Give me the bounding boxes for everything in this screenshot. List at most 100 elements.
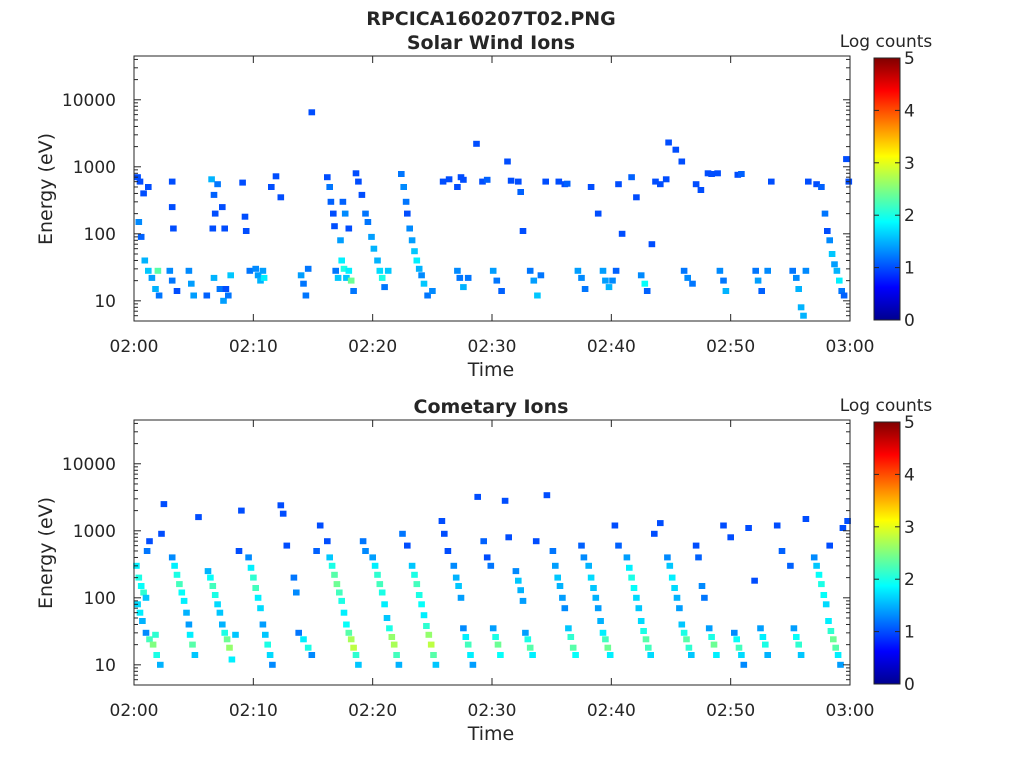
spectrogram-cell xyxy=(498,288,505,294)
spectrogram-cell xyxy=(831,261,838,268)
spectrogram-cell xyxy=(221,629,228,636)
spectrogram-cell xyxy=(532,538,540,545)
spectrogram-cell xyxy=(135,219,143,225)
spectrogram-cell xyxy=(146,636,153,643)
spectrogram-cell xyxy=(337,237,344,244)
spectrogram-cell xyxy=(643,288,651,294)
spectrogram-cell xyxy=(517,189,524,195)
spectrogram-cell xyxy=(358,191,366,198)
spectrogram-cell xyxy=(399,530,406,537)
spectrogram-cell xyxy=(587,574,595,581)
spectrogram-cell xyxy=(331,223,338,230)
spectrogram-cell xyxy=(390,641,398,648)
spectrogram-cell xyxy=(283,542,291,549)
colorbar-tick-label: 0 xyxy=(904,311,915,331)
spectrogram-cell xyxy=(339,198,347,205)
spectrogram-cell xyxy=(692,181,700,188)
spectrogram-cell xyxy=(268,184,275,190)
spectrogram-cell xyxy=(362,548,369,554)
spectrogram-cell xyxy=(515,577,522,584)
spectrogram-cell xyxy=(411,248,418,255)
spectrogram-cell xyxy=(250,574,257,581)
spectrogram-cell xyxy=(549,548,557,554)
spectrogram-cell xyxy=(238,507,245,514)
spectrogram-cell xyxy=(790,625,798,632)
spectrogram-cell xyxy=(304,644,312,651)
spectrogram-cell xyxy=(208,176,215,183)
spectrogram-cell xyxy=(386,625,393,632)
spectrogram-cell xyxy=(345,629,353,636)
spectrogram-cell xyxy=(148,274,156,281)
spectrogram-cell xyxy=(754,277,762,284)
spectrogram-cell xyxy=(204,568,212,575)
spectrogram-cell xyxy=(207,574,214,581)
spectrogram-cell xyxy=(347,277,355,284)
spectrogram-cell xyxy=(277,194,285,201)
spectrogram-cell xyxy=(722,288,730,294)
spectrogram-cell xyxy=(415,592,423,598)
spectrogram-cell xyxy=(455,583,462,589)
spectrogram-cell xyxy=(555,178,563,185)
spectrogram-cell xyxy=(242,228,250,234)
figure-title: RPCICA160207T02.PNG xyxy=(366,8,616,30)
spectrogram-cell xyxy=(626,564,633,571)
spectrogram-cell xyxy=(685,644,693,651)
spectrogram-cell xyxy=(142,594,150,601)
spectrogram-cell xyxy=(645,644,652,651)
spectrogram-cell xyxy=(166,267,174,274)
spectrogram-cell xyxy=(635,605,643,612)
spectrogram-cell xyxy=(569,644,577,651)
spectrogram-cell xyxy=(450,562,458,569)
spectrogram-cell xyxy=(810,554,818,561)
spectrogram-cell xyxy=(220,297,227,304)
colorbar-tick-label: 5 xyxy=(904,413,915,433)
spectrogram-cell xyxy=(324,538,331,545)
colorbar: Log counts 0 1 2 3 4 5 xyxy=(840,396,933,695)
spectrogram-cell xyxy=(673,594,681,601)
spectrogram-cell xyxy=(359,538,367,545)
y-tick-label: 10000 xyxy=(62,455,116,475)
solar-wind-title: Solar Wind Ions xyxy=(407,32,575,54)
y-tick-label: 100 xyxy=(84,225,116,245)
spectrogram-cell xyxy=(137,583,145,589)
spectrogram-cell xyxy=(210,274,218,281)
spectrogram-cell xyxy=(259,267,267,274)
spectrogram-cell xyxy=(642,636,650,643)
spectrogram-cell xyxy=(160,501,168,508)
spectrogram-cell xyxy=(464,641,472,648)
spectrogram-cell xyxy=(226,644,233,651)
spectrogram-cell xyxy=(216,286,224,292)
spectrogram-cell xyxy=(316,522,324,529)
spectrogram-cell xyxy=(606,652,614,658)
spectrogram-cell xyxy=(460,176,467,183)
spectrogram-cell xyxy=(688,652,695,658)
spectrogram-cell xyxy=(176,581,183,588)
spectrogram-cell xyxy=(135,574,143,581)
spectrogram-cell xyxy=(834,652,842,658)
spectrogram-cell xyxy=(828,251,836,257)
x-tick-label: 02:10 xyxy=(229,337,278,357)
spectrogram-cell xyxy=(512,568,520,575)
spectrogram-cell xyxy=(400,184,407,190)
spectrogram-cell xyxy=(188,280,195,287)
spectrogram-cell xyxy=(738,171,745,177)
spectrogram-cell xyxy=(369,554,376,561)
spectrogram-cell xyxy=(651,530,658,537)
spectrogram-cell xyxy=(326,184,333,190)
spectrogram-cell xyxy=(705,625,713,632)
spectrogram-cell xyxy=(474,493,481,500)
spectrogram-cell xyxy=(640,628,647,634)
spectrogram-cell xyxy=(381,601,388,608)
spectrogram-cell xyxy=(185,267,193,274)
spectrogram-cell xyxy=(751,577,758,584)
spectrogram-cell xyxy=(388,634,396,640)
spectrogram-cell xyxy=(340,609,348,616)
spectrogram-cell xyxy=(277,502,285,509)
spectrogram-cell xyxy=(411,571,418,578)
spectrogram-cell xyxy=(695,554,702,561)
spectrogram-cell xyxy=(778,548,786,554)
spectrogram-cell xyxy=(189,641,196,648)
colorbar-tick-label: 4 xyxy=(904,101,915,121)
spectrogram-cell xyxy=(149,641,157,648)
spectrogram-cell xyxy=(752,267,759,274)
